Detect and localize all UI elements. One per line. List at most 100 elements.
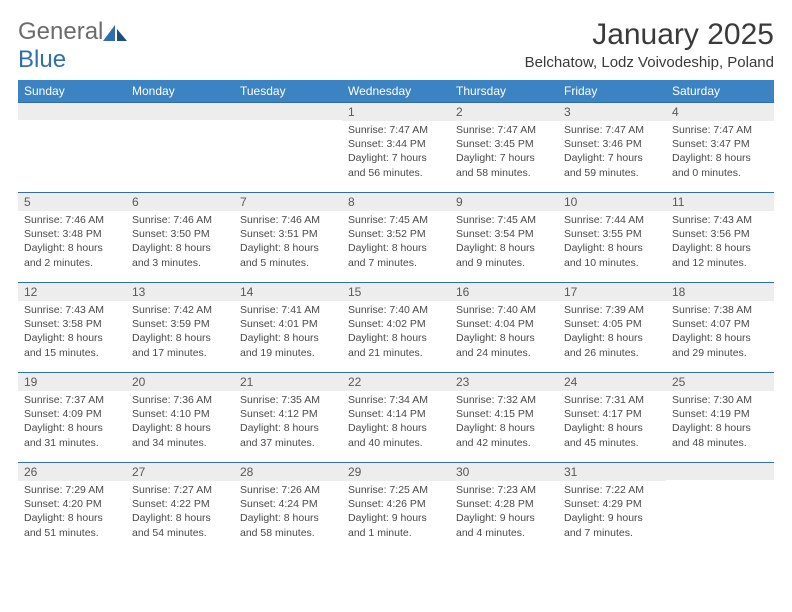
calendar-cell: 16Sunrise: 7:40 AMSunset: 4:04 PMDayligh… [450, 282, 558, 372]
calendar-cell: 25Sunrise: 7:30 AMSunset: 4:19 PMDayligh… [666, 372, 774, 462]
day-number: 1 [342, 102, 450, 121]
day-number: 22 [342, 372, 450, 391]
calendar-cell: 23Sunrise: 7:32 AMSunset: 4:15 PMDayligh… [450, 372, 558, 462]
day-number: 12 [18, 282, 126, 301]
cell-body: Sunrise: 7:40 AMSunset: 4:04 PMDaylight:… [450, 301, 558, 366]
day-number: 24 [558, 372, 666, 391]
empty-day [18, 102, 126, 120]
page: GeneralBlue January 2025 Belchatow, Lodz… [0, 0, 792, 612]
calendar-cell: 14Sunrise: 7:41 AMSunset: 4:01 PMDayligh… [234, 282, 342, 372]
empty-day [234, 102, 342, 120]
day-number: 13 [126, 282, 234, 301]
month-title: January 2025 [525, 18, 774, 52]
day-number: 30 [450, 462, 558, 481]
logo-text: GeneralBlue [18, 18, 129, 74]
day-of-week-header: Monday [126, 80, 234, 102]
calendar-body: 1Sunrise: 7:47 AMSunset: 3:44 PMDaylight… [18, 102, 774, 552]
cell-body: Sunrise: 7:29 AMSunset: 4:20 PMDaylight:… [18, 481, 126, 546]
empty-day [666, 462, 774, 480]
logo-text-general: General [18, 18, 103, 45]
cell-body: Sunrise: 7:39 AMSunset: 4:05 PMDaylight:… [558, 301, 666, 366]
calendar-cell: 10Sunrise: 7:44 AMSunset: 3:55 PMDayligh… [558, 192, 666, 282]
day-number: 4 [666, 102, 774, 121]
calendar-table: SundayMondayTuesdayWednesdayThursdayFrid… [18, 80, 774, 552]
calendar-header-row: SundayMondayTuesdayWednesdayThursdayFrid… [18, 80, 774, 102]
calendar-row: 26Sunrise: 7:29 AMSunset: 4:20 PMDayligh… [18, 462, 774, 552]
cell-body: Sunrise: 7:37 AMSunset: 4:09 PMDaylight:… [18, 391, 126, 456]
day-number: 9 [450, 192, 558, 211]
day-number: 11 [666, 192, 774, 211]
day-number: 29 [342, 462, 450, 481]
calendar-row: 12Sunrise: 7:43 AMSunset: 3:58 PMDayligh… [18, 282, 774, 372]
day-number: 10 [558, 192, 666, 211]
day-number: 8 [342, 192, 450, 211]
cell-body: Sunrise: 7:41 AMSunset: 4:01 PMDaylight:… [234, 301, 342, 366]
day-number: 17 [558, 282, 666, 301]
cell-body: Sunrise: 7:35 AMSunset: 4:12 PMDaylight:… [234, 391, 342, 456]
day-number: 15 [342, 282, 450, 301]
cell-body: Sunrise: 7:30 AMSunset: 4:19 PMDaylight:… [666, 391, 774, 456]
day-number: 25 [666, 372, 774, 391]
day-of-week-header: Saturday [666, 80, 774, 102]
calendar-cell: 11Sunrise: 7:43 AMSunset: 3:56 PMDayligh… [666, 192, 774, 282]
calendar-cell: 5Sunrise: 7:46 AMSunset: 3:48 PMDaylight… [18, 192, 126, 282]
cell-body: Sunrise: 7:47 AMSunset: 3:45 PMDaylight:… [450, 121, 558, 186]
calendar-cell: 15Sunrise: 7:40 AMSunset: 4:02 PMDayligh… [342, 282, 450, 372]
cell-body: Sunrise: 7:47 AMSunset: 3:47 PMDaylight:… [666, 121, 774, 186]
calendar-cell: 2Sunrise: 7:47 AMSunset: 3:45 PMDaylight… [450, 102, 558, 192]
calendar-cell: 30Sunrise: 7:23 AMSunset: 4:28 PMDayligh… [450, 462, 558, 552]
day-number: 5 [18, 192, 126, 211]
calendar-cell: 27Sunrise: 7:27 AMSunset: 4:22 PMDayligh… [126, 462, 234, 552]
cell-body: Sunrise: 7:22 AMSunset: 4:29 PMDaylight:… [558, 481, 666, 546]
day-number: 7 [234, 192, 342, 211]
calendar-cell [666, 462, 774, 552]
calendar-cell: 29Sunrise: 7:25 AMSunset: 4:26 PMDayligh… [342, 462, 450, 552]
cell-body: Sunrise: 7:47 AMSunset: 3:44 PMDaylight:… [342, 121, 450, 186]
day-number: 18 [666, 282, 774, 301]
cell-body: Sunrise: 7:46 AMSunset: 3:50 PMDaylight:… [126, 211, 234, 276]
day-number: 20 [126, 372, 234, 391]
day-number: 3 [558, 102, 666, 121]
logo: GeneralBlue [18, 18, 129, 74]
calendar-cell: 19Sunrise: 7:37 AMSunset: 4:09 PMDayligh… [18, 372, 126, 462]
day-number: 14 [234, 282, 342, 301]
cell-body: Sunrise: 7:25 AMSunset: 4:26 PMDaylight:… [342, 481, 450, 546]
cell-body: Sunrise: 7:31 AMSunset: 4:17 PMDaylight:… [558, 391, 666, 456]
calendar-cell: 1Sunrise: 7:47 AMSunset: 3:44 PMDaylight… [342, 102, 450, 192]
cell-body: Sunrise: 7:40 AMSunset: 4:02 PMDaylight:… [342, 301, 450, 366]
cell-body: Sunrise: 7:38 AMSunset: 4:07 PMDaylight:… [666, 301, 774, 366]
calendar-cell: 12Sunrise: 7:43 AMSunset: 3:58 PMDayligh… [18, 282, 126, 372]
cell-body: Sunrise: 7:36 AMSunset: 4:10 PMDaylight:… [126, 391, 234, 456]
day-of-week-header: Wednesday [342, 80, 450, 102]
cell-body: Sunrise: 7:47 AMSunset: 3:46 PMDaylight:… [558, 121, 666, 186]
calendar-cell: 18Sunrise: 7:38 AMSunset: 4:07 PMDayligh… [666, 282, 774, 372]
cell-body: Sunrise: 7:34 AMSunset: 4:14 PMDaylight:… [342, 391, 450, 456]
calendar-cell: 31Sunrise: 7:22 AMSunset: 4:29 PMDayligh… [558, 462, 666, 552]
cell-body: Sunrise: 7:42 AMSunset: 3:59 PMDaylight:… [126, 301, 234, 366]
day-of-week-header: Tuesday [234, 80, 342, 102]
day-number: 31 [558, 462, 666, 481]
calendar-cell: 22Sunrise: 7:34 AMSunset: 4:14 PMDayligh… [342, 372, 450, 462]
cell-body: Sunrise: 7:46 AMSunset: 3:48 PMDaylight:… [18, 211, 126, 276]
cell-body: Sunrise: 7:43 AMSunset: 3:58 PMDaylight:… [18, 301, 126, 366]
calendar-cell [126, 102, 234, 192]
calendar-cell: 4Sunrise: 7:47 AMSunset: 3:47 PMDaylight… [666, 102, 774, 192]
cell-body: Sunrise: 7:43 AMSunset: 3:56 PMDaylight:… [666, 211, 774, 276]
calendar-cell: 6Sunrise: 7:46 AMSunset: 3:50 PMDaylight… [126, 192, 234, 282]
cell-body: Sunrise: 7:32 AMSunset: 4:15 PMDaylight:… [450, 391, 558, 456]
day-of-week-header: Thursday [450, 80, 558, 102]
day-number: 23 [450, 372, 558, 391]
day-number: 19 [18, 372, 126, 391]
cell-body: Sunrise: 7:26 AMSunset: 4:24 PMDaylight:… [234, 481, 342, 546]
day-number: 26 [18, 462, 126, 481]
day-number: 2 [450, 102, 558, 121]
calendar-cell: 21Sunrise: 7:35 AMSunset: 4:12 PMDayligh… [234, 372, 342, 462]
calendar-cell: 7Sunrise: 7:46 AMSunset: 3:51 PMDaylight… [234, 192, 342, 282]
logo-sail-icon [101, 23, 129, 43]
calendar-row: 1Sunrise: 7:47 AMSunset: 3:44 PMDaylight… [18, 102, 774, 192]
calendar-row: 19Sunrise: 7:37 AMSunset: 4:09 PMDayligh… [18, 372, 774, 462]
day-number: 21 [234, 372, 342, 391]
calendar-cell: 26Sunrise: 7:29 AMSunset: 4:20 PMDayligh… [18, 462, 126, 552]
logo-text-blue: Blue [18, 46, 66, 73]
title-block: January 2025 Belchatow, Lodz Voivodeship… [525, 18, 774, 71]
